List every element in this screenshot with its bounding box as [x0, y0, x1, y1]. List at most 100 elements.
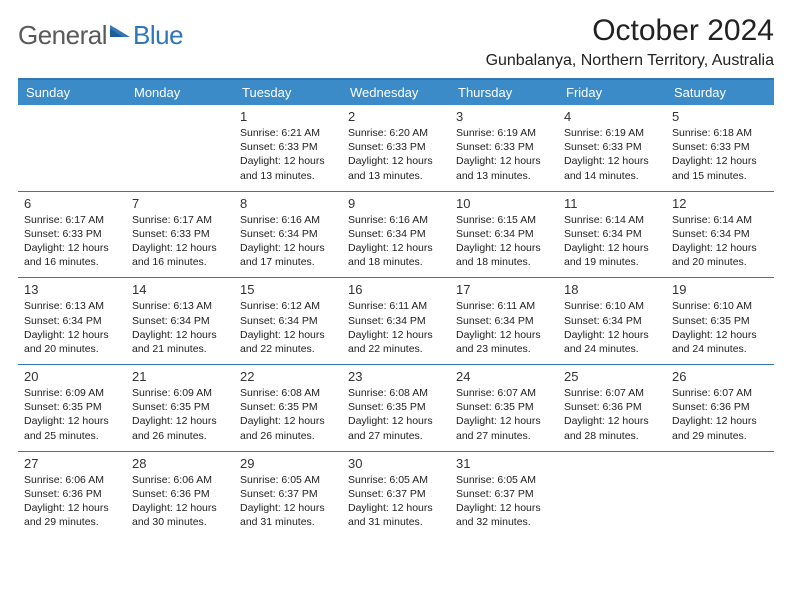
day-info: Sunrise: 6:09 AMSunset: 6:35 PMDaylight:…: [132, 386, 228, 443]
calendar-cell: 15 Sunrise: 6:12 AMSunset: 6:34 PMDayligh…: [234, 278, 342, 365]
day-number: 6: [24, 196, 120, 211]
calendar-row: 13 Sunrise: 6:13 AMSunset: 6:34 PMDayligh…: [18, 278, 774, 365]
calendar-cell: 19 Sunrise: 6:10 AMSunset: 6:35 PMDayligh…: [666, 278, 774, 365]
day-info: Sunrise: 6:07 AMSunset: 6:35 PMDaylight:…: [456, 386, 552, 443]
day-info: Sunrise: 6:05 AMSunset: 6:37 PMDaylight:…: [456, 473, 552, 530]
day-number: 25: [564, 369, 660, 384]
calendar-cell: 28 Sunrise: 6:06 AMSunset: 6:36 PMDayligh…: [126, 451, 234, 537]
weekday-header: Monday: [126, 79, 234, 105]
calendar-cell: 16Sunrise: 6:11 AMSunset: 6:34 PMDayligh…: [342, 278, 450, 365]
day-info: Sunrise: 6:21 AMSunset: 6:33 PMDaylight:…: [240, 126, 336, 183]
calendar-cell: 21 Sunrise: 6:09 AMSunset: 6:35 PMDayligh…: [126, 365, 234, 452]
calendar-cell: 9 Sunrise: 6:16 AMSunset: 6:34 PMDaylight…: [342, 191, 450, 278]
flag-icon: [109, 23, 131, 48]
calendar-cell: 30 Sunrise: 6:05 AMSunset: 6:37 PMDayligh…: [342, 451, 450, 537]
calendar-row: 27 Sunrise: 6:06 AMSunset: 6:36 PMDayligh…: [18, 451, 774, 537]
day-info: Sunrise: 6:18 AMSunset: 6:33 PMDaylight:…: [672, 126, 768, 183]
day-number: 17: [456, 282, 552, 297]
day-info: Sunrise: 6:12 AMSunset: 6:34 PMDaylight:…: [240, 299, 336, 356]
day-info: Sunrise: 6:09 AMSunset: 6:35 PMDaylight:…: [24, 386, 120, 443]
calendar-body: 1 Sunrise: 6:21 AMSunset: 6:33 PMDaylight…: [18, 105, 774, 537]
day-number: 8: [240, 196, 336, 211]
day-info: Sunrise: 6:13 AMSunset: 6:34 PMDaylight:…: [132, 299, 228, 356]
day-info: Sunrise: 6:08 AMSunset: 6:35 PMDaylight:…: [240, 386, 336, 443]
day-number: 9: [348, 196, 444, 211]
calendar-cell: 24Sunrise: 6:07 AMSunset: 6:35 PMDayligh…: [450, 365, 558, 452]
weekday-header: Thursday: [450, 79, 558, 105]
calendar-cell: 13 Sunrise: 6:13 AMSunset: 6:34 PMDayligh…: [18, 278, 126, 365]
day-number: 4: [564, 109, 660, 124]
calendar-cell: 23Sunrise: 6:08 AMSunset: 6:35 PMDayligh…: [342, 365, 450, 452]
day-info: Sunrise: 6:13 AMSunset: 6:34 PMDaylight:…: [24, 299, 120, 356]
calendar-cell: 31Sunrise: 6:05 AMSunset: 6:37 PMDayligh…: [450, 451, 558, 537]
title-block: October 2024 Gunbalanya, Northern Territ…: [486, 14, 774, 70]
calendar-cell: 20 Sunrise: 6:09 AMSunset: 6:35 PMDayligh…: [18, 365, 126, 452]
calendar-cell: 27 Sunrise: 6:06 AMSunset: 6:36 PMDayligh…: [18, 451, 126, 537]
weekday-header: Wednesday: [342, 79, 450, 105]
calendar-cell: 14 Sunrise: 6:13 AMSunset: 6:34 PMDayligh…: [126, 278, 234, 365]
day-number: 21: [132, 369, 228, 384]
day-number: 19: [672, 282, 768, 297]
day-number: 15: [240, 282, 336, 297]
day-info: Sunrise: 6:11 AMSunset: 6:34 PMDaylight:…: [348, 299, 444, 356]
day-info: Sunrise: 6:17 AMSunset: 6:33 PMDaylight:…: [132, 213, 228, 270]
calendar-cell: 1 Sunrise: 6:21 AMSunset: 6:33 PMDaylight…: [234, 105, 342, 191]
day-info: Sunrise: 6:17 AMSunset: 6:33 PMDaylight:…: [24, 213, 120, 270]
weekday-header: Saturday: [666, 79, 774, 105]
calendar-row: 6 Sunrise: 6:17 AMSunset: 6:33 PMDaylight…: [18, 191, 774, 278]
day-info: Sunrise: 6:16 AMSunset: 6:34 PMDaylight:…: [240, 213, 336, 270]
calendar-cell: [18, 105, 126, 191]
day-info: Sunrise: 6:14 AMSunset: 6:34 PMDaylight:…: [672, 213, 768, 270]
day-number: 30: [348, 456, 444, 471]
day-info: Sunrise: 6:05 AMSunset: 6:37 PMDaylight:…: [348, 473, 444, 530]
day-number: 20: [24, 369, 120, 384]
day-info: Sunrise: 6:06 AMSunset: 6:36 PMDaylight:…: [24, 473, 120, 530]
calendar-cell: 3Sunrise: 6:19 AMSunset: 6:33 PMDaylight…: [450, 105, 558, 191]
day-info: Sunrise: 6:10 AMSunset: 6:35 PMDaylight:…: [672, 299, 768, 356]
day-number: 2: [348, 109, 444, 124]
day-info: Sunrise: 6:06 AMSunset: 6:36 PMDaylight:…: [132, 473, 228, 530]
calendar-cell: 6 Sunrise: 6:17 AMSunset: 6:33 PMDaylight…: [18, 191, 126, 278]
calendar-cell: 25 Sunrise: 6:07 AMSunset: 6:36 PMDayligh…: [558, 365, 666, 452]
weekday-header: Friday: [558, 79, 666, 105]
day-number: 1: [240, 109, 336, 124]
calendar-cell: [666, 451, 774, 537]
calendar-cell: [126, 105, 234, 191]
calendar-row: 20 Sunrise: 6:09 AMSunset: 6:35 PMDayligh…: [18, 365, 774, 452]
day-number: 7: [132, 196, 228, 211]
calendar-cell: 4Sunrise: 6:19 AMSunset: 6:33 PMDaylight…: [558, 105, 666, 191]
header: General Blue October 2024 Gunbalanya, No…: [18, 14, 774, 70]
day-info: Sunrise: 6:07 AMSunset: 6:36 PMDaylight:…: [564, 386, 660, 443]
day-info: Sunrise: 6:20 AMSunset: 6:33 PMDaylight:…: [348, 126, 444, 183]
day-info: Sunrise: 6:10 AMSunset: 6:34 PMDaylight:…: [564, 299, 660, 356]
day-number: 28: [132, 456, 228, 471]
day-number: 14: [132, 282, 228, 297]
calendar-cell: 2 Sunrise: 6:20 AMSunset: 6:33 PMDaylight…: [342, 105, 450, 191]
day-info: Sunrise: 6:15 AMSunset: 6:34 PMDaylight:…: [456, 213, 552, 270]
day-info: Sunrise: 6:07 AMSunset: 6:36 PMDaylight:…: [672, 386, 768, 443]
day-number: 22: [240, 369, 336, 384]
calendar-cell: 12 Sunrise: 6:14 AMSunset: 6:34 PMDayligh…: [666, 191, 774, 278]
calendar-header: SundayMondayTuesdayWednesdayThursdayFrid…: [18, 79, 774, 105]
calendar-cell: 29 Sunrise: 6:05 AMSunset: 6:37 PMDayligh…: [234, 451, 342, 537]
day-number: 11: [564, 196, 660, 211]
day-info: Sunrise: 6:05 AMSunset: 6:37 PMDaylight:…: [240, 473, 336, 530]
day-number: 12: [672, 196, 768, 211]
calendar-cell: [558, 451, 666, 537]
day-info: Sunrise: 6:16 AMSunset: 6:34 PMDaylight:…: [348, 213, 444, 270]
day-number: 5: [672, 109, 768, 124]
logo-text-blue: Blue: [133, 20, 183, 51]
calendar-cell: 8 Sunrise: 6:16 AMSunset: 6:34 PMDaylight…: [234, 191, 342, 278]
calendar-cell: 5 Sunrise: 6:18 AMSunset: 6:33 PMDaylight…: [666, 105, 774, 191]
day-info: Sunrise: 6:11 AMSunset: 6:34 PMDaylight:…: [456, 299, 552, 356]
day-info: Sunrise: 6:19 AMSunset: 6:33 PMDaylight:…: [456, 126, 552, 183]
day-info: Sunrise: 6:14 AMSunset: 6:34 PMDaylight:…: [564, 213, 660, 270]
calendar-cell: 11 Sunrise: 6:14 AMSunset: 6:34 PMDayligh…: [558, 191, 666, 278]
calendar-cell: 26Sunrise: 6:07 AMSunset: 6:36 PMDayligh…: [666, 365, 774, 452]
page-title: October 2024: [486, 14, 774, 48]
day-number: 29: [240, 456, 336, 471]
day-info: Sunrise: 6:08 AMSunset: 6:35 PMDaylight:…: [348, 386, 444, 443]
weekday-header: Sunday: [18, 79, 126, 105]
day-number: 13: [24, 282, 120, 297]
day-number: 27: [24, 456, 120, 471]
